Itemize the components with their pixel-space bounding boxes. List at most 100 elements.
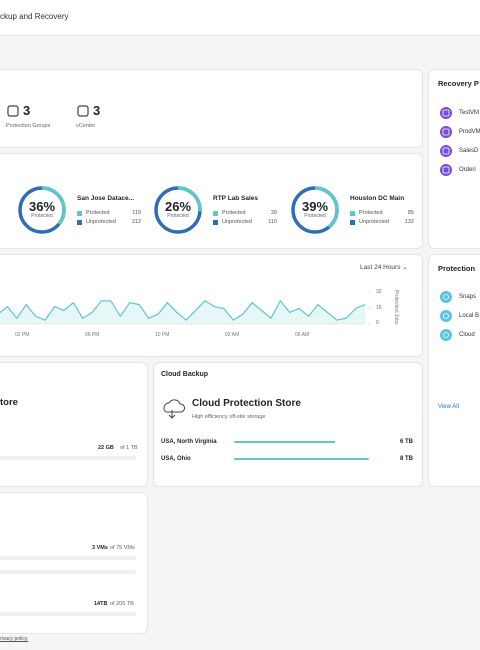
unprotected-count: 212 [131,219,141,225]
protection-icon-glyph [443,294,449,300]
vm-icon-glyph [442,128,450,136]
vm-icon-glyph [442,166,450,174]
legend-protected [77,211,82,216]
vm-name: Orderi [459,167,476,173]
vm-icon [440,107,452,119]
page-title: ckup and Recovery [0,12,69,21]
vm-name: TestVM [459,110,480,116]
protection-icon-glyph [443,332,449,338]
vm-name: SalesD [459,148,479,154]
legend-label: Protected [86,210,110,216]
summary-count: 3 [23,103,31,118]
panel-title: Protection [438,264,476,273]
donut-percent: 26% [164,199,192,214]
vm-icon [440,126,452,138]
vm-icon-glyph [442,109,450,117]
region-value: 6 TB [399,439,413,445]
x-tick-label: 06 AM [295,332,310,338]
donut-status: Protected [31,213,53,219]
vm-icon [440,164,452,176]
cloud-card [153,362,423,487]
axis-title: Protection Jobs [393,290,399,325]
donut-status: Protected [167,213,189,219]
legend-label: Unprotected [222,219,252,225]
legend-label: Unprotected [86,219,116,225]
donut-protected [154,186,202,234]
summary-label: vCenter [76,123,96,129]
summary-count: 3 [93,103,101,118]
store-title: tore [0,397,18,408]
usage-total: of 1 TB [120,445,138,451]
protection-icon [440,291,452,303]
unprotected-count: 132 [404,219,414,225]
vms-track [0,570,136,574]
vm-icon-glyph [442,147,450,155]
protection-card [428,254,480,487]
x-tick-label: 10 PM [155,332,170,338]
site-name: RTP Lab Sales [213,195,259,202]
range-select: Last 24 Hours ⌄ [360,264,408,271]
x-tick-label: 06 PM [85,332,100,338]
y-tick-label: 0 [376,320,379,326]
donut-percent: 39% [301,199,329,214]
region-bar [234,441,336,443]
region-value: 8 TB [399,456,413,462]
x-tick-label: 02 PM [15,332,30,338]
header-bar [0,0,480,36]
donut-status: Protected [304,213,326,219]
legend-unprotected [350,220,355,225]
legend-protected [213,211,218,216]
protection-icon-glyph [443,313,449,319]
jobs-line [0,299,366,321]
site-name: San Jose Datace... [77,195,135,202]
protected-count: 39 [270,210,277,216]
summary-icon [77,105,89,117]
summary-label: Protection Groups [6,123,51,129]
usage-used: 22 GB [98,445,114,451]
donut-percent: 36% [28,199,56,214]
store-title: Cloud Protection Store [192,398,301,409]
region-name: USA, North Virginia [161,439,217,445]
cloud-icon [163,399,185,419]
jobs-area [0,300,365,324]
legend-unprotected [77,220,82,225]
donut-protected [18,186,66,234]
x-tick-label: 02 AM [225,332,240,338]
legend-protected [350,211,355,216]
y-tick-label: 32 [376,289,382,295]
legend-label: Protected [359,210,383,216]
capacity-card [0,492,148,634]
footer-link: rivacy policy. [0,636,29,642]
protection-name: Snaps [459,294,477,300]
protected-count: 119 [132,210,141,216]
vm-name: ProdVM [459,129,480,135]
legend-unprotected [213,220,218,225]
recovery-card [428,69,480,249]
storage-total: of 200 TB [110,601,134,607]
protection-icon [440,310,452,322]
vms-total: of 75 VMs [110,545,135,551]
storage-track [0,612,136,616]
usage-track [0,456,136,460]
vms-track [0,556,136,560]
local-store-card [0,362,148,487]
unprotected-count: 110 [268,219,277,225]
summary-icon [7,105,19,117]
site-name: Houston DC Main [350,195,405,202]
donut-protected [291,186,339,234]
region-name: USA, Ohio [161,456,191,462]
store-subtitle: High efficiency off-site storage [192,414,266,420]
summary-card [0,69,423,148]
sites-card [0,153,423,249]
storage-used: 14TB [94,601,108,607]
vms-used: 3 VMs [92,545,108,551]
legend-label: Protected [222,210,246,216]
section-title: Cloud Backup [161,371,209,378]
vm-icon [440,145,452,157]
protection-name: Local B [459,313,480,319]
panel-title: Recovery P [438,79,479,88]
view-all-link[interactable]: View All [438,404,459,410]
protected-count: 85 [407,210,414,216]
